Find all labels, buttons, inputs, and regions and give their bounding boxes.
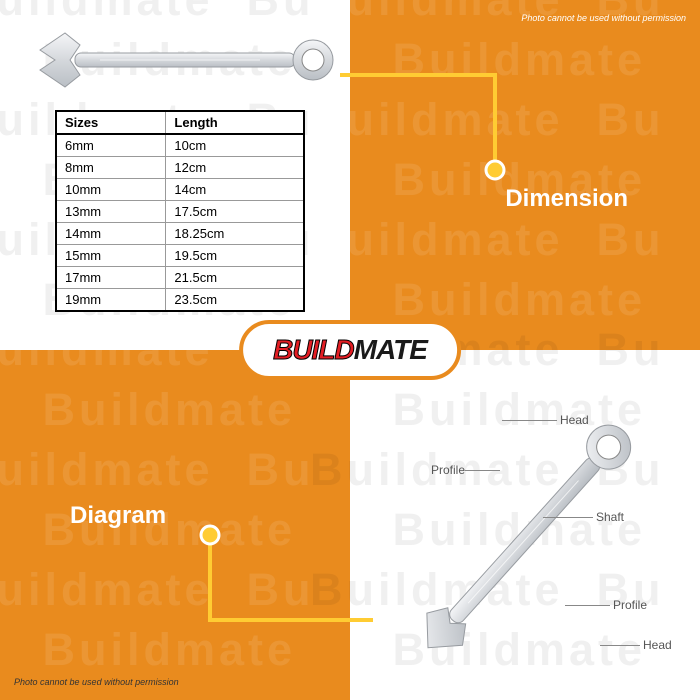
leader-head-1	[502, 420, 557, 421]
table-cell: 17.5cm	[166, 201, 304, 223]
table-row: 10mm14cm	[56, 179, 304, 201]
wrench-horizontal-icon	[30, 25, 340, 95]
leader-profile-1	[465, 470, 500, 471]
leader-head-2	[600, 645, 640, 646]
table-cell: 10cm	[166, 134, 304, 157]
table-row: 14mm18.25cm	[56, 223, 304, 245]
table-cell: 19mm	[56, 289, 166, 312]
label-diagram: Diagram	[70, 502, 166, 530]
table-row: 15mm19.5cm	[56, 245, 304, 267]
part-head-2: Head	[643, 638, 672, 652]
table-cell: 19.5cm	[166, 245, 304, 267]
table-row: 17mm21.5cm	[56, 267, 304, 289]
leader-profile-2	[565, 605, 610, 606]
quadrant-top-right: Buildmate Buildmate Buildmate Buildmate …	[350, 0, 700, 350]
logo-badge: BUILDMATE	[239, 320, 461, 380]
table-cell: 18.25cm	[166, 223, 304, 245]
table-header-length: Length	[166, 111, 304, 134]
wrench-diagonal-icon	[375, 395, 675, 685]
table-cell: 6mm	[56, 134, 166, 157]
table-cell: 17mm	[56, 267, 166, 289]
table-row: 19mm23.5cm	[56, 289, 304, 312]
table-cell: 8mm	[56, 157, 166, 179]
part-head-1: Head	[560, 413, 589, 427]
table-cell: 13mm	[56, 201, 166, 223]
logo-part-2: MATE	[354, 334, 427, 365]
logo-part-1: BUILD	[273, 334, 354, 365]
part-profile-1: Profile	[431, 463, 465, 477]
table-cell: 14mm	[56, 223, 166, 245]
table-body: 6mm10cm8mm12cm10mm14cm13mm17.5cm14mm18.2…	[56, 134, 304, 311]
label-dimension: Dimension	[505, 185, 628, 213]
watermark-tr: Buildmate Buildmate Buildmate Buildmate …	[310, 0, 660, 320]
table-cell: 14cm	[166, 179, 304, 201]
table-cell: 15mm	[56, 245, 166, 267]
table-cell: 12cm	[166, 157, 304, 179]
quadrant-bottom-left: Buildmate Buildmate Buildmate Buildmate …	[0, 350, 350, 700]
disclaimer-top: Photo cannot be used without permission	[521, 13, 686, 23]
leader-shaft	[543, 517, 593, 518]
part-shaft: Shaft	[596, 510, 624, 524]
disclaimer-bottom: Photo cannot be used without permission	[14, 677, 179, 687]
table-cell: 23.5cm	[166, 289, 304, 312]
table-row: 6mm10cm	[56, 134, 304, 157]
part-profile-2: Profile	[613, 598, 647, 612]
table-row: 8mm12cm	[56, 157, 304, 179]
table-cell: 10mm	[56, 179, 166, 201]
table-row: 13mm17.5cm	[56, 201, 304, 223]
dimension-table: Sizes Length 6mm10cm8mm12cm10mm14cm13mm1…	[55, 110, 305, 312]
table-cell: 21.5cm	[166, 267, 304, 289]
table-header-sizes: Sizes	[56, 111, 166, 134]
